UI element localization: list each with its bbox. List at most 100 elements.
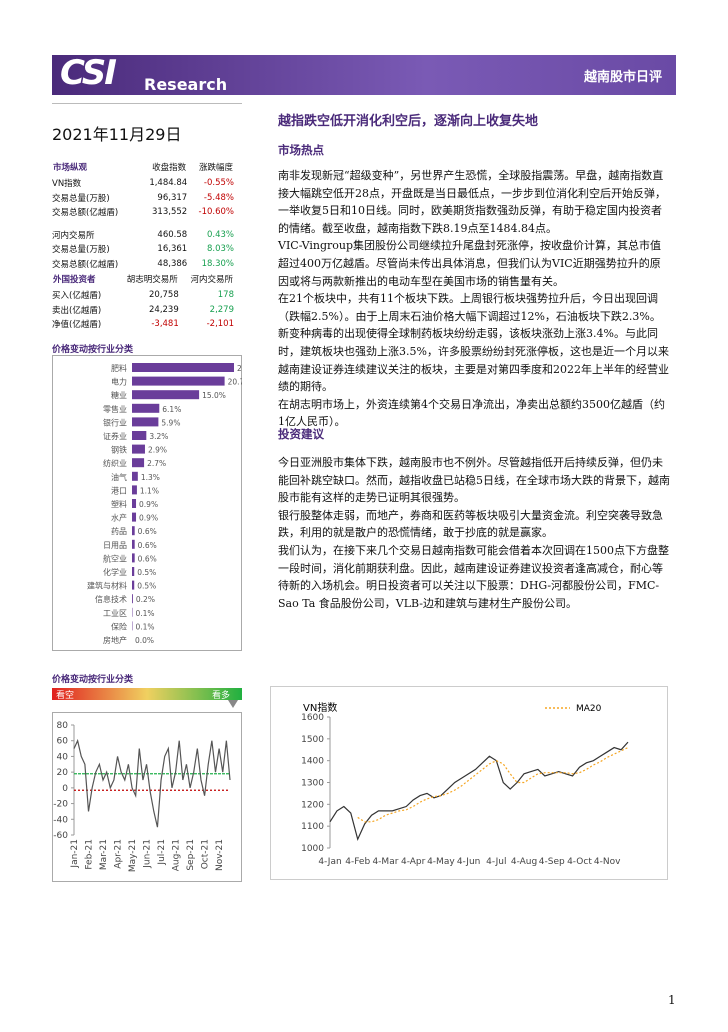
cell: 买入(亿越盾) [52,291,102,302]
row: VN指数 1,484.84 -0.55% [52,176,234,191]
row: 卖出(亿越盾) 24,239 2,279 [52,303,234,318]
chart-title: VN指数 [303,701,337,714]
category-label: 工业区 [103,608,127,618]
y-tick-label: 1600 [301,713,324,723]
x-tick-label: Jul-21 [157,839,167,866]
y-tick-label: 60 [57,737,69,747]
header-cell: 外国投资者 [53,275,96,285]
value-label: 1.1% [140,486,159,495]
logo: CSI [60,53,117,93]
value-label: 20.7% [228,378,242,387]
value-label: 1.3% [141,473,160,482]
value-label: 2.7% [147,459,166,468]
value-label: 0.1% [135,622,154,631]
category-label: 港口 [111,485,127,495]
section-text: 南非发现新冠“超级变种”，另世界产生恐慌，全球股指震荡。早盘，越南指数直接大幅跳… [278,167,670,431]
x-tick-label: Jan-21 [70,839,80,869]
row: 买入(亿越盾) 20,758 178 [52,288,234,303]
cell: 20,758 [149,290,179,301]
index-line [329,741,629,842]
scale-pointer [228,700,238,708]
category-label: 塑料 [111,499,127,509]
value-label: 0.1% [135,609,154,618]
x-tick-label: Nov-21 [215,839,225,871]
value-label: 0.5% [137,582,156,591]
series-line [357,747,629,823]
cell: -3,481 [151,319,179,330]
header-cell: 收盘指数 [152,163,187,173]
headline: 越指跌空低开消化利空后，逐渐向上收复失地 [278,114,539,129]
x-tick-label: 4-Apr [401,857,426,867]
cell: 96,317 [157,192,188,203]
market-table: 市场纵观 收盘指数 涨跌幅度 VN指数 1,484.84 -0.55% 交易总量(万股) 96… [52,158,234,271]
section-title: 市场热点 [278,143,324,157]
cell: 24,239 [149,304,179,315]
bar [132,458,145,468]
value-label: 3.2% [149,432,168,441]
x-tick-label: 4-Jan [318,857,341,867]
bar [132,512,137,522]
category-label: 航空业 [103,553,127,563]
category-label: 电力 [111,377,127,387]
frame [52,355,242,651]
y-tick-label: -60 [53,831,68,841]
x-tick-label: Mar-21 [99,839,109,870]
paragraph: 在胡志明市场上，外资连续第4个交易日净流出，净卖出总额约3500亿越盾（约1亿人… [278,397,665,429]
section-text: 今日亚洲股市集体下跌，越南股市也不例外。尽管越指低开后持续反弹，但仍未能回补跳空… [278,454,670,612]
x-tick-label: 4-Oct [567,857,592,867]
y-tick-label: -40 [53,815,68,825]
value-label: 15.0% [202,391,226,400]
category-label: 日用品 [103,541,127,550]
bar [132,471,138,481]
paragraph: 我们认为，在接下来几个交易日越南指数可能会借着本次回调在1500点下方盘整一段时… [278,543,669,610]
row: 交易总额(亿越盾) 48,386 18.30% [52,257,234,272]
bar [132,431,147,440]
bar [132,376,225,386]
bar [132,444,145,454]
header-cell: 胡志明交易所 [126,275,178,285]
cell: 卖出(亿越盾) [52,305,102,316]
category-label: 信息技术 [95,594,127,604]
y-tick-label: 80 [57,721,69,731]
row: 交易总额(亿越盾) 313,552 -10.60% [52,205,234,220]
cell: 16,361 [157,244,188,255]
category-label: 油气 [111,472,127,482]
cell: 交易总量(万股) [52,245,110,256]
bar [132,594,133,604]
cell: 净值(亿越盾) [52,320,102,331]
header-row: 外国投资者 胡志明交易所 河内交易所 [52,270,234,288]
x-tick-label: Apr-21 [114,839,124,869]
cell: 313,552 [152,207,188,218]
y-tick-label: 0 [62,784,68,794]
x-tick-label: Feb-21 [85,839,95,870]
category-label: 肥料 [111,363,127,373]
cell: 1,484.84 [149,178,188,189]
y-tick-label: 1300 [301,779,324,789]
y-tick-label: 1400 [301,757,324,767]
value-label: 5.9% [161,418,180,427]
y-tick-label: 1500 [301,735,324,745]
sentiment-scale [52,688,242,700]
value-label: 0.2% [136,595,155,604]
chart-title: 价格变动按行业分类 [52,345,134,355]
cell: 178 [217,290,234,301]
paragraph: VIC-Vingroup集团股份公司继续拉升尾盘封死涨停，按收盘价计算，其总市值… [278,239,662,288]
page-number: 1 [668,993,676,1007]
category-label: 水产 [111,513,127,523]
date: 2021年11月29日 [52,125,182,144]
foreign-table: 外国投资者 胡志明交易所 河内交易所 买入(亿越盾) 20,758 178 卖出(亿越盾) 2… [52,270,234,332]
value-label: 0.6% [138,554,157,563]
category-label: 化学业 [103,567,127,577]
cell: 2,279 [209,304,234,315]
cell: 48,386 [157,258,188,269]
paragraph: 南非发现新冠“超级变种”，另世界产生恐慌，全球股指震荡。早盘，越南指数直接大幅跳… [278,169,666,235]
row: 河内交易所 460.58 0.43% [52,220,234,243]
category-label: 纺织业 [103,458,127,468]
cell: 交易总额(亿越盾) [52,208,119,219]
row: 交易总量(万股) 16,361 8.03% [52,242,234,257]
cell: 交易总额(亿越盾) [52,259,119,270]
y-tick-label: 20 [57,768,69,778]
cell: 0.43% [206,229,234,240]
x-tick-label: 4-Nov [594,857,621,867]
